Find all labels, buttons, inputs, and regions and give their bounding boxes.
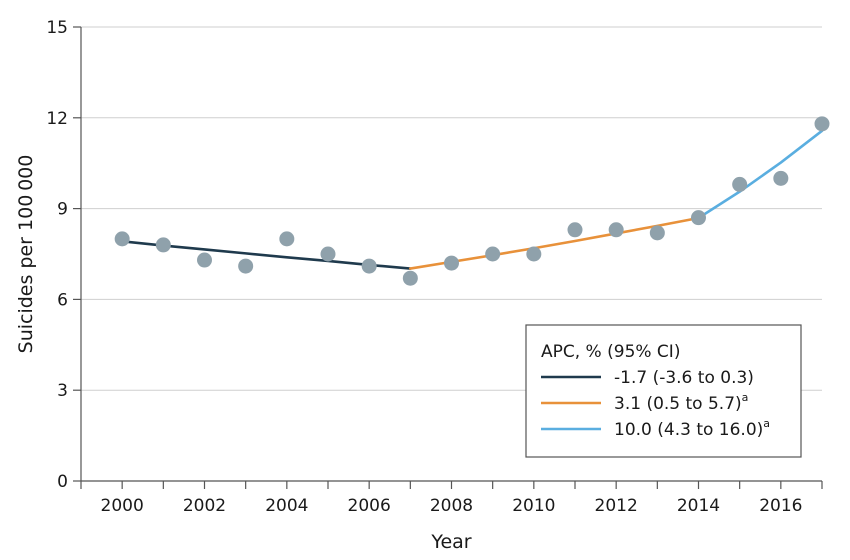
y-axis-title: Suicides per 100 000 — [15, 155, 37, 354]
tick-labels: 0 3 6 9 12 15 2000 2002 2004 2006 2008 2010 2012 2014… — [46, 18, 802, 516]
y-tick-label: 12 — [46, 109, 68, 129]
y-tick-label: 15 — [46, 18, 68, 38]
data-point-2002 — [197, 252, 212, 268]
legend-entries: -1.7 (-3.6 to 0.3) 3.1 (0.5 to 5.7)a 10.0 … — [541, 368, 770, 440]
data-points — [114, 116, 830, 286]
y-tick-label: 3 — [57, 381, 68, 401]
x-tick-label: 2000 — [101, 496, 144, 516]
data-point-2008 — [444, 255, 459, 271]
legend-label-3: 10.0 (4.3 to 16.0)a — [614, 417, 770, 440]
x-tick-label: 2012 — [595, 496, 638, 516]
data-point-2001 — [155, 237, 171, 253]
data-point-2009 — [485, 246, 501, 262]
x-tick-label: 2014 — [677, 496, 720, 516]
data-point-2004 — [279, 231, 295, 247]
legend-superscript: a — [763, 417, 770, 430]
x-tick-label: 2010 — [512, 496, 555, 516]
data-point-2005 — [320, 246, 336, 262]
data-point-2010 — [526, 246, 542, 262]
data-point-2013 — [649, 225, 665, 241]
data-point-2017 — [814, 116, 830, 132]
legend: APC, % (95% CI) -1.7 (-3.6 to 0.3) 3.1 (0… — [525, 324, 802, 458]
data-point-2012 — [608, 222, 624, 238]
x-tick-label: 2006 — [348, 496, 391, 516]
legend-box — [525, 324, 802, 458]
x-tick-label: 2016 — [759, 496, 802, 516]
x-tick-label: 2004 — [265, 496, 308, 516]
legend-superscript: a — [742, 391, 749, 404]
x-tick-label: 2008 — [430, 496, 473, 516]
legend-label-2: 3.1 (0.5 to 5.7)a — [614, 391, 748, 414]
data-point-2006 — [361, 258, 377, 274]
fit-lines — [120, 129, 824, 270]
axes — [73, 26, 823, 489]
data-point-2011 — [567, 222, 583, 238]
data-point-2007 — [402, 270, 418, 286]
data-point-2003 — [238, 258, 254, 274]
data-point-2000 — [114, 231, 130, 247]
y-tick-label: 0 — [57, 472, 68, 492]
legend-label-1: -1.7 (-3.6 to 0.3) — [614, 368, 754, 388]
data-point-2015 — [732, 176, 748, 192]
legend-title: APC, % (95% CI) — [541, 342, 680, 362]
data-point-2016 — [773, 170, 789, 186]
x-tick-label: 2002 — [183, 496, 226, 516]
x-axis-title: Year — [430, 531, 471, 553]
data-point-2014 — [691, 210, 706, 226]
fit-line-segment-3 — [697, 129, 824, 220]
y-tick-label: 6 — [57, 290, 68, 310]
y-tick-label: 9 — [57, 200, 68, 220]
